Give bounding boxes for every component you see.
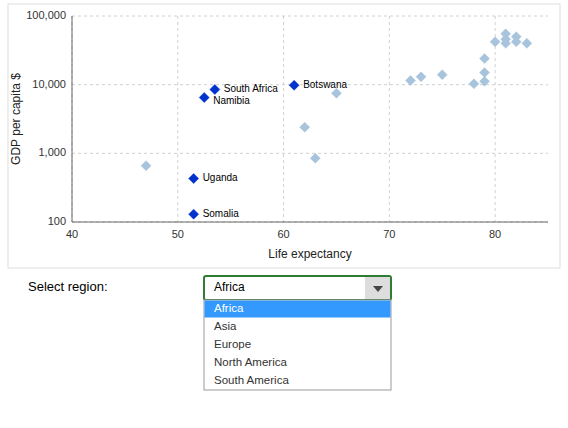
point: [501, 38, 511, 48]
dropdown-list: [204, 300, 391, 390]
point: [416, 72, 426, 82]
point: [189, 174, 199, 184]
point-label: Somalia: [203, 208, 240, 219]
dropdown-option: Asia: [214, 320, 237, 332]
point: [405, 75, 415, 85]
y-tick-label: 100,000: [26, 9, 66, 21]
x-tick-label: 80: [489, 228, 501, 240]
x-grid-line: [389, 16, 390, 222]
y-axis-line: [72, 16, 73, 222]
y-grid-line: [72, 222, 548, 223]
y-tick-label: 10,000: [32, 78, 66, 90]
combo-arrow: [373, 286, 383, 292]
y-tick-label: 100: [48, 215, 66, 227]
x-tick-label: 60: [277, 228, 289, 240]
y-grid-line: [72, 153, 548, 154]
point: [199, 93, 209, 103]
x-axis-line: [72, 222, 548, 223]
select-label: Select region:: [28, 279, 108, 294]
point: [490, 37, 500, 47]
dropdown-option: Europe: [214, 338, 251, 350]
point-label: Namibia: [213, 95, 250, 106]
combo-button: [365, 277, 390, 299]
point-label: South Africa: [224, 83, 278, 94]
combo-box: [204, 276, 391, 300]
point: [469, 79, 479, 89]
points: [141, 29, 532, 219]
point: [289, 80, 299, 90]
dropdown-highlight: [205, 301, 391, 318]
y-axis-title: GDP per capita $: [9, 73, 23, 165]
point-label: Botswana: [303, 79, 347, 90]
point: [210, 85, 220, 95]
axes: 40 50 60 70 80 100 1,000 10,000 100,000: [26, 9, 548, 240]
point-label: Uganda: [203, 172, 238, 183]
x-tick-label: 70: [383, 228, 395, 240]
point-labels: Somalia Uganda South AfricaNamibia Botswana: [203, 79, 348, 219]
point: [310, 153, 320, 163]
point: [141, 161, 151, 171]
grid: [72, 16, 548, 222]
chart-panel: [8, 4, 560, 268]
point: [300, 122, 310, 132]
point: [522, 38, 532, 48]
x-grid-line: [72, 16, 73, 222]
point: [480, 54, 490, 64]
y-grid-line: [72, 16, 548, 17]
point: [189, 209, 199, 219]
dropdown-option: South America: [214, 374, 289, 386]
combo-text: Africa: [214, 280, 245, 294]
region-selector: Select region: Africa Africa Asia Europe Nort…: [28, 276, 391, 390]
x-tick-label: 40: [66, 228, 78, 240]
x-tick-label: 50: [172, 228, 184, 240]
point: [511, 37, 521, 47]
x-grid-line: [283, 16, 284, 222]
x-axis-title: Life expectancy: [268, 247, 351, 261]
y-tick-label: 1,000: [38, 146, 66, 158]
dropdown-option: Africa: [214, 302, 244, 314]
x-grid-line: [177, 16, 178, 222]
point: [480, 68, 490, 78]
point: [437, 70, 447, 80]
dropdown-option: North America: [214, 356, 287, 368]
